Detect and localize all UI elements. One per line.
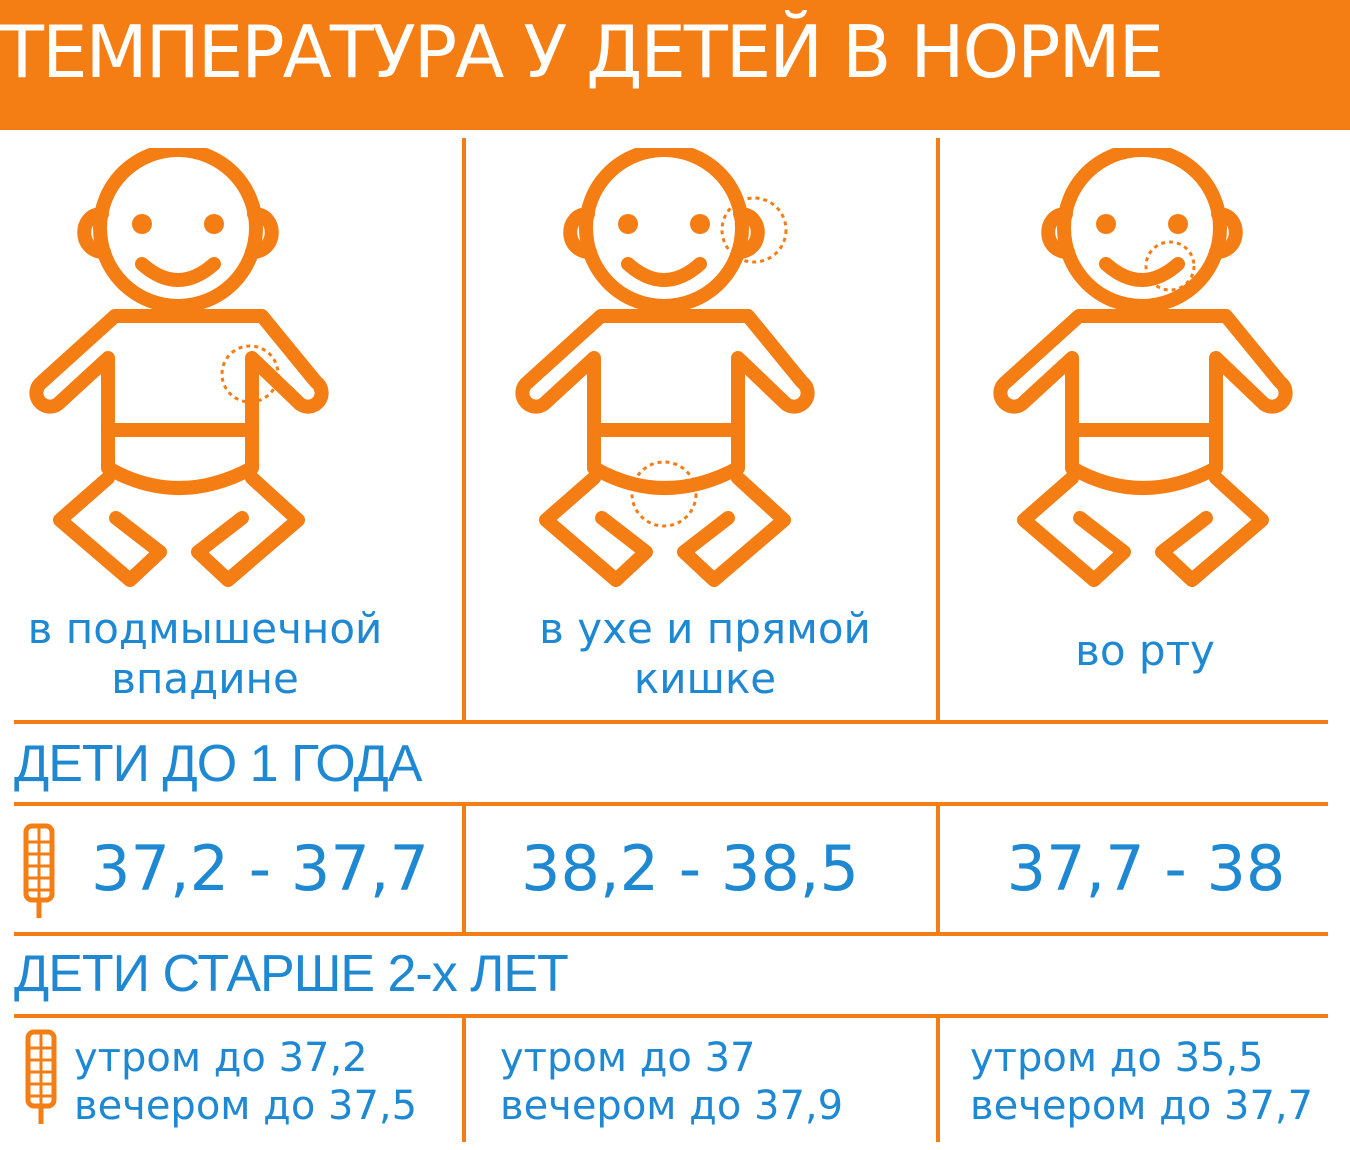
thermometer-icon <box>25 1029 57 1124</box>
rule-4 <box>14 1014 1328 1018</box>
location-mouth: во рту <box>940 626 1350 676</box>
location-armpit-line2: впадине <box>111 654 299 703</box>
note-armpit: утром до 37,2 вечером до 37,5 <box>74 1034 417 1130</box>
divider-col2 <box>936 138 940 720</box>
baby-armpit-icon <box>29 148 329 587</box>
heading-over-two: ДЕТИ СТАРШЕ 2-х ЛЕТ <box>14 945 569 1003</box>
location-armpit-line1: в подмышечной <box>27 604 383 653</box>
note-ear-evening: вечером до 37,9 <box>500 1083 844 1129</box>
divider-row1-col1 <box>462 806 466 932</box>
title-banner <box>0 0 1350 130</box>
note-armpit-evening: вечером до 37,5 <box>74 1083 418 1129</box>
location-mouth-line1: во рту <box>1075 626 1215 675</box>
location-ear-line2: кишке <box>633 654 777 703</box>
location-armpit: в подмышечной впадине <box>0 604 410 704</box>
note-ear: утром до 37 вечером до 37,9 <box>500 1034 843 1130</box>
baby-ear-rectum-icon <box>515 148 815 587</box>
rule-1 <box>14 720 1328 724</box>
baby-mouth-icon <box>993 148 1293 587</box>
note-mouth-morning: утром до 35,5 <box>970 1035 1264 1081</box>
divider-row2-col1 <box>462 1018 466 1142</box>
divider-row2-col2 <box>936 1018 940 1142</box>
value-mouth-under-one: 37,7 - 38 <box>1006 832 1286 905</box>
location-ear-rectum: в ухе и прямой кишке <box>500 604 910 704</box>
divider-row1-col2 <box>936 806 940 932</box>
page-title: ТЕМПЕРАТУРА У ДЕТЕЙ В НОРМЕ <box>0 10 1164 94</box>
divider-col1 <box>462 138 466 720</box>
rule-2 <box>14 802 1328 806</box>
note-mouth: утром до 35,5 вечером до 37,7 <box>970 1034 1313 1130</box>
heading-under-one: ДЕТИ ДО 1 ГОДА <box>14 735 422 793</box>
note-ear-morning: утром до 37 <box>500 1035 756 1081</box>
location-ear-line1: в ухе и прямой <box>539 604 871 653</box>
rule-3 <box>14 932 1328 936</box>
thermometer-icon <box>23 823 55 918</box>
value-armpit-under-one: 37,2 - 37,7 <box>91 832 429 905</box>
note-armpit-morning: утром до 37,2 <box>74 1035 368 1081</box>
note-mouth-evening: вечером до 37,7 <box>970 1083 1314 1129</box>
value-ear-under-one: 38,2 - 38,5 <box>521 832 859 905</box>
